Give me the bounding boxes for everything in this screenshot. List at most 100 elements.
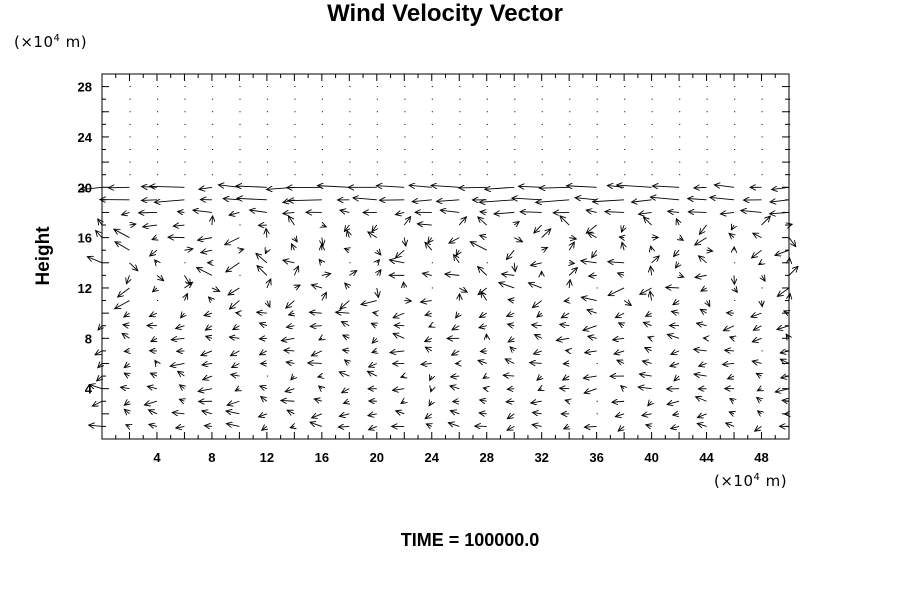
wind-vector: [478, 267, 488, 276]
wind-vector: [650, 291, 652, 301]
wind-vector: [643, 322, 652, 325]
x-tick-label: 48: [754, 450, 768, 465]
wind-vector: [229, 212, 240, 215]
wind-vector: [95, 351, 103, 355]
wind-vector: [720, 212, 735, 214]
x-unit-suffix: m): [760, 472, 788, 490]
wind-vector: [368, 232, 378, 239]
y-tick-label: 8: [85, 331, 92, 346]
wind-vector: [412, 200, 432, 202]
wind-vector: [114, 229, 130, 239]
wind-vector: [155, 260, 157, 263]
wind-vector: [147, 386, 158, 388]
y-tick-label: 4: [85, 382, 93, 397]
wind-vector: [714, 185, 735, 187]
wind-vector: [291, 376, 295, 380]
wind-vector: [560, 216, 570, 226]
wind-vector: [150, 249, 158, 256]
wind-vector: [261, 396, 267, 401]
wind-vector: [97, 376, 102, 381]
wind-vector: [615, 313, 625, 317]
wind-vector: [403, 282, 404, 288]
wind-vector: [541, 229, 551, 238]
wind-vector: [707, 250, 713, 251]
y-tick-label: 12: [78, 281, 92, 296]
wind-vector: [730, 398, 734, 401]
wind-vector: [369, 426, 377, 429]
wind-vector: [193, 210, 212, 212]
y-tick-label: 24: [78, 130, 93, 145]
wind-vector: [231, 351, 240, 356]
wind-vector: [786, 334, 789, 338]
wind-vector: [344, 248, 349, 250]
wind-vector: [788, 266, 798, 276]
wind-vector: [401, 376, 404, 377]
wind-vector: [322, 292, 327, 301]
wind-vector: [179, 399, 184, 401]
wind-vector: [758, 411, 762, 414]
wind-vector: [514, 262, 515, 272]
wind-vector: [233, 326, 240, 330]
wind-vector: [537, 313, 542, 317]
wind-vector: [204, 313, 213, 315]
wind-vector: [229, 337, 240, 338]
wind-vector: [688, 199, 707, 200]
wind-vector: [372, 338, 377, 343]
wind-vector: [393, 389, 405, 391]
wind-vector: [699, 256, 707, 264]
wind-vector: [751, 313, 762, 317]
wind-vector: [292, 244, 295, 250]
wind-vector: [339, 414, 350, 417]
wind-vector: [731, 225, 734, 230]
wind-vector: [322, 225, 326, 227]
wind-vector: [92, 401, 103, 406]
wind-vector: [564, 301, 569, 302]
wind-vector: [153, 288, 157, 292]
wind-vector: [752, 249, 762, 258]
wind-vector: [431, 185, 460, 187]
wind-vector: [533, 351, 542, 354]
wind-vector: [401, 401, 404, 403]
wind-vector: [651, 266, 652, 276]
wind-vector: [452, 351, 460, 355]
x-tick-label: 16: [315, 450, 329, 465]
wind-vector: [226, 262, 240, 272]
wind-vector: [700, 309, 706, 313]
wind-vector: [184, 294, 187, 301]
wind-vector: [741, 210, 762, 212]
wind-vector: [393, 333, 405, 339]
wind-vector: [673, 414, 680, 415]
wind-vector: [89, 425, 103, 426]
wind-vector: [506, 249, 515, 259]
wind-vector: [782, 400, 790, 401]
wind-vector: [643, 217, 652, 226]
wind-vector: [789, 258, 790, 263]
wind-vector: [581, 297, 597, 300]
wind-vector: [294, 266, 298, 276]
wind-vector: [789, 224, 792, 225]
wind-vector: [426, 424, 431, 427]
wind-vector: [377, 287, 379, 298]
wind-vector: [668, 211, 680, 212]
wind-vector: [184, 282, 192, 289]
wind-vector: [343, 335, 350, 338]
wind-vector: [260, 351, 268, 355]
wind-vector: [184, 249, 192, 250]
wind-vector: [608, 262, 625, 263]
wind-vector: [390, 351, 405, 353]
wind-vector: [89, 385, 103, 389]
wind-vector: [676, 219, 679, 225]
wind-vector: [129, 224, 135, 225]
wind-vector: [404, 237, 405, 246]
wind-vector: [673, 301, 679, 305]
wind-vector: [530, 363, 542, 364]
wind-vector: [617, 360, 625, 363]
wind-vector: [710, 197, 735, 199]
wind-vector: [569, 280, 570, 289]
wind-vector: [575, 198, 597, 200]
wind-vector: [115, 300, 130, 309]
wind-vector: [757, 397, 762, 401]
wind-vector: [452, 326, 460, 330]
wind-vector: [639, 374, 652, 376]
